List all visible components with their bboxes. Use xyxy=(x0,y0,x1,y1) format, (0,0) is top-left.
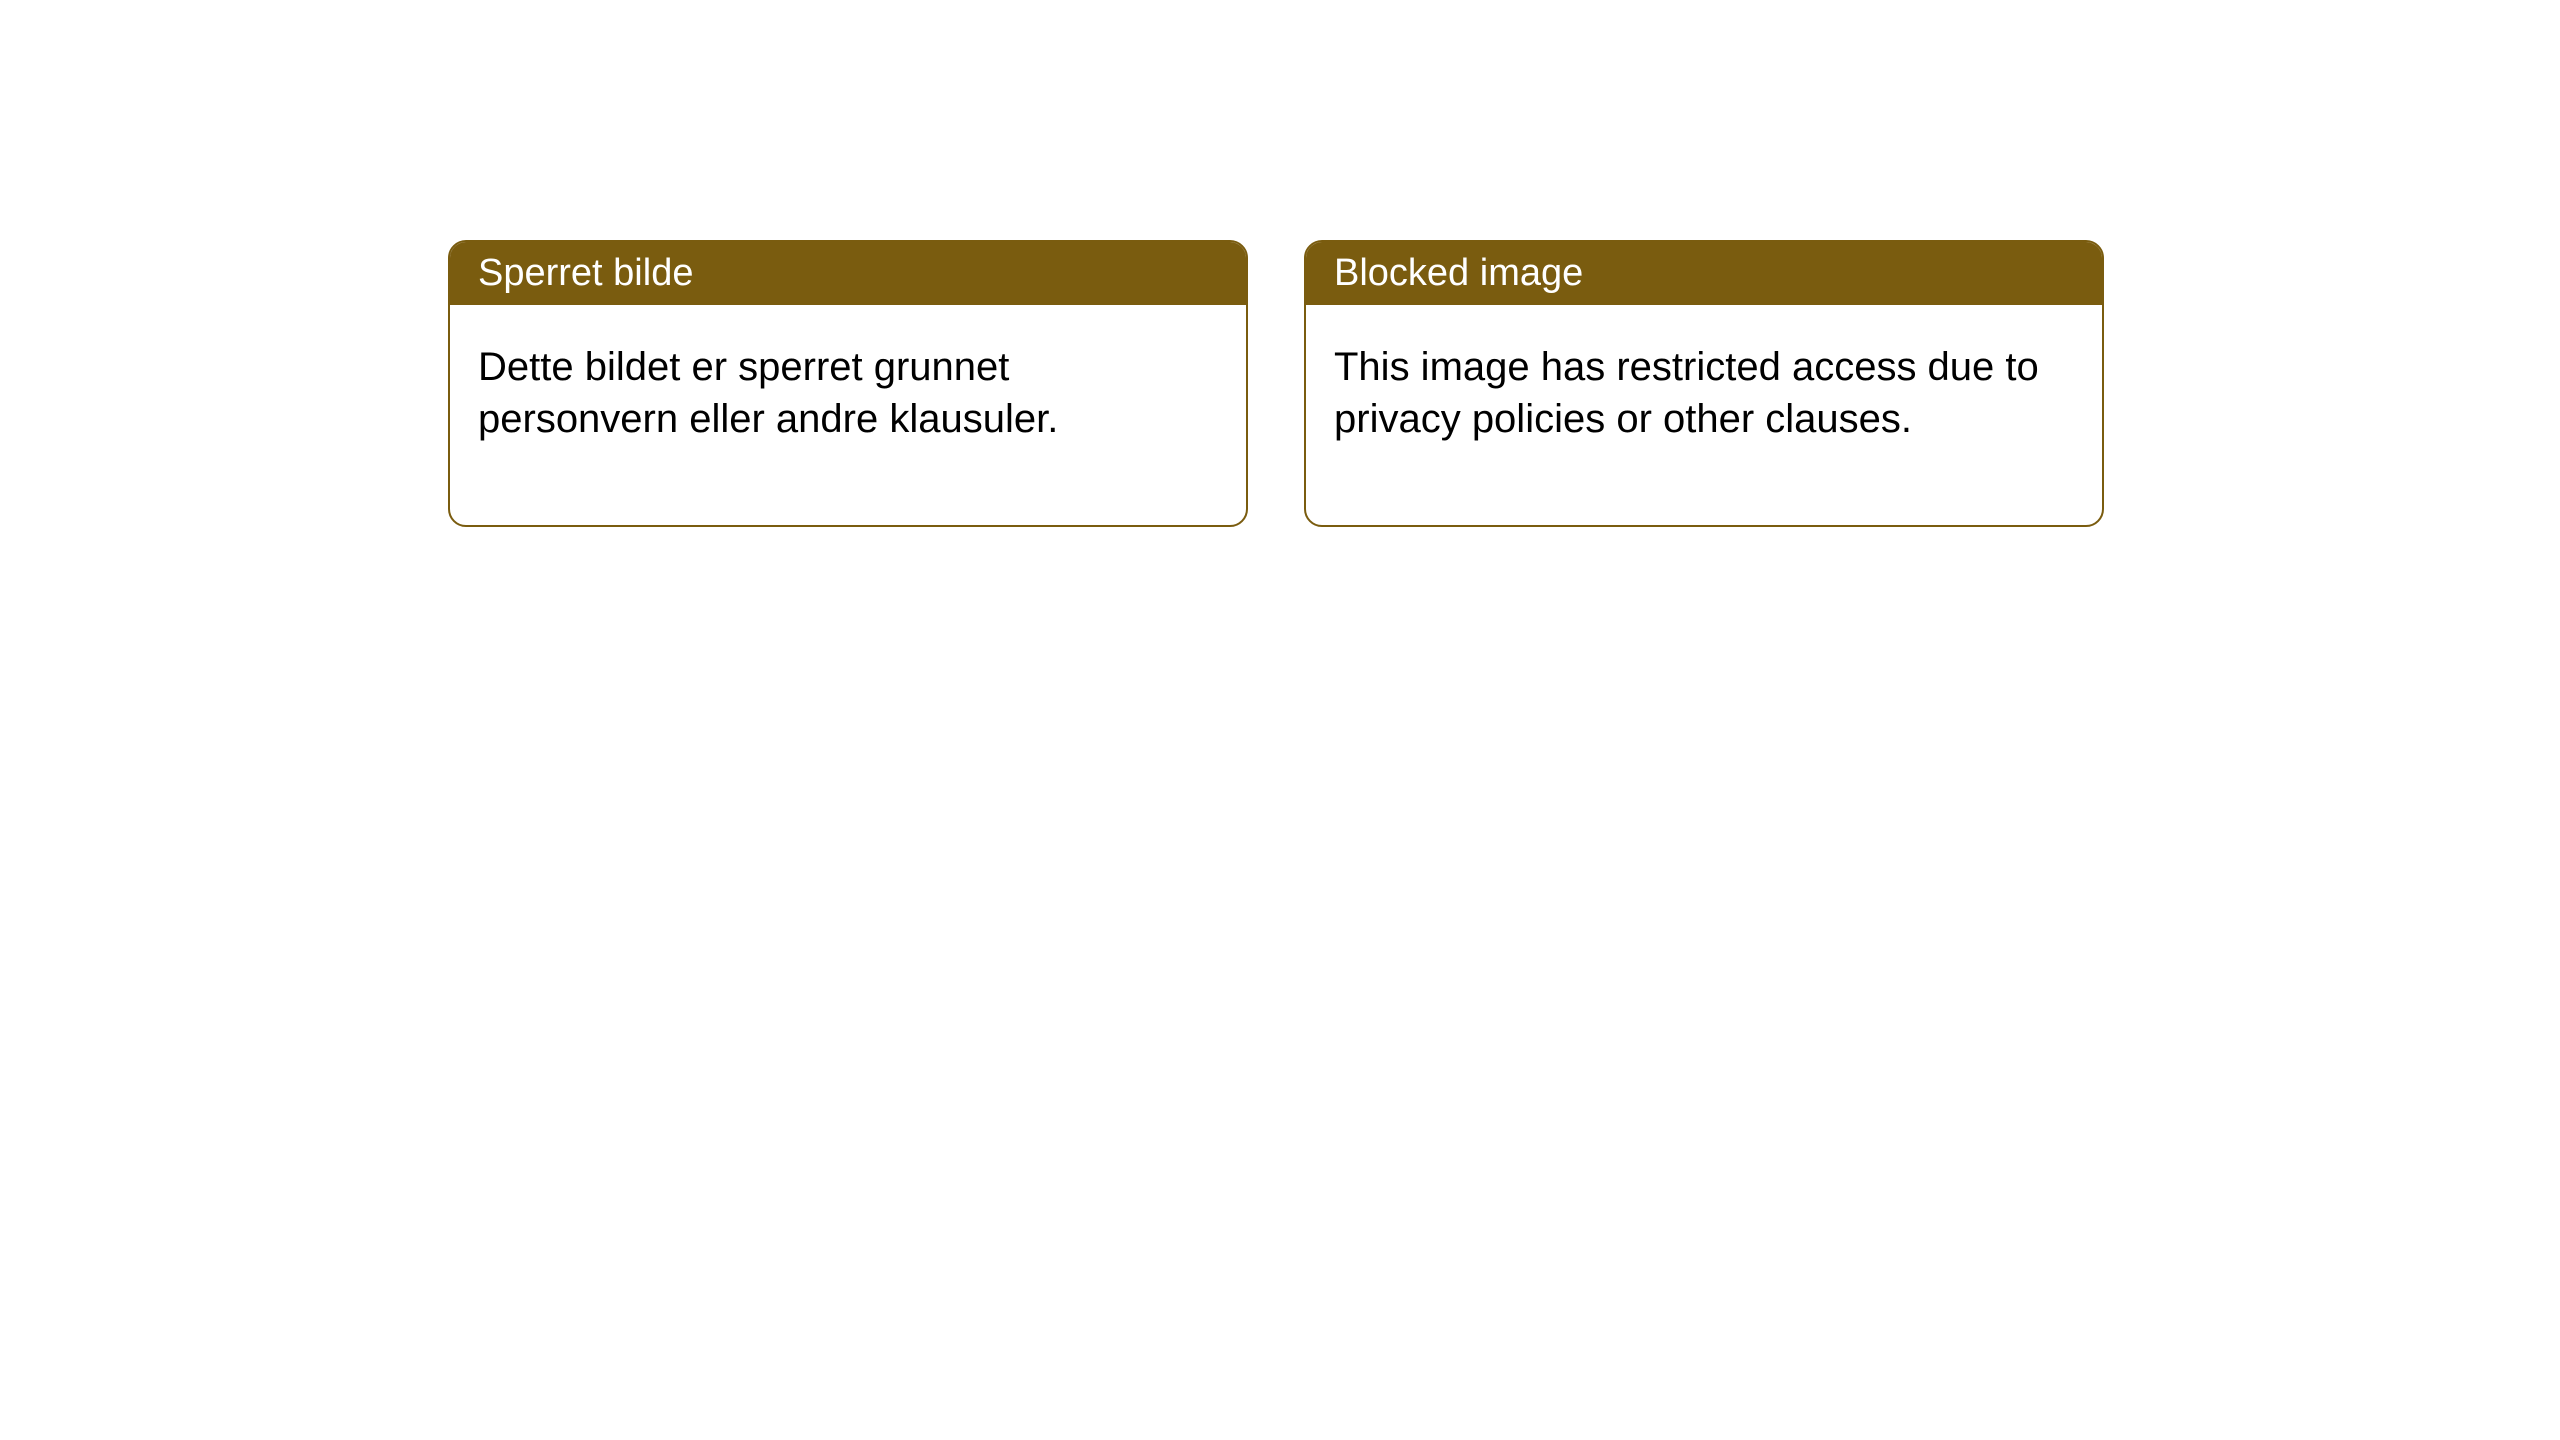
card-title-no: Sperret bilde xyxy=(478,252,693,294)
blocked-image-card-no: Sperret bilde Dette bildet er sperret gr… xyxy=(448,240,1248,527)
card-header-en: Blocked image xyxy=(1306,242,2102,305)
card-message-en: This image has restricted access due to … xyxy=(1334,345,2039,441)
card-body-no: Dette bildet er sperret grunnet personve… xyxy=(450,305,1246,525)
card-title-en: Blocked image xyxy=(1334,252,1583,294)
card-body-en: This image has restricted access due to … xyxy=(1306,305,2102,525)
card-header-no: Sperret bilde xyxy=(450,242,1246,305)
card-message-no: Dette bildet er sperret grunnet personve… xyxy=(478,345,1058,441)
blocked-image-card-en: Blocked image This image has restricted … xyxy=(1304,240,2104,527)
card-row: Sperret bilde Dette bildet er sperret gr… xyxy=(448,240,2104,527)
